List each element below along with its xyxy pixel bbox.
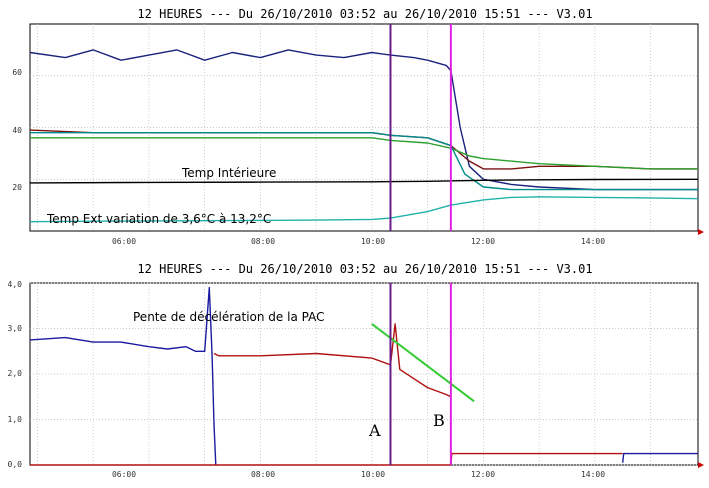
top-annotation-temp-ext: Temp Ext variation de 3,6°C à 13,2°C bbox=[46, 212, 271, 226]
bottom-series-line-3 bbox=[622, 452, 698, 463]
top-x-tick-label: 12:00 bbox=[471, 237, 495, 246]
bottom-x-tick-label: 14:00 bbox=[581, 470, 605, 479]
bottom-series-line-0 bbox=[29, 286, 217, 466]
bottom-y-tick-label: 1,0 bbox=[8, 415, 23, 424]
bottom-annotation-a: A bbox=[368, 421, 381, 440]
bottom-trend-group bbox=[371, 323, 475, 403]
bottom-x-tick-label: 08:00 bbox=[251, 470, 275, 479]
top-x-tick-label: 10:00 bbox=[361, 237, 385, 246]
bottom-axis-arrow-icon bbox=[698, 462, 704, 468]
bottom-x-ticks: 06:00 08:00 10:00 12:00 14:00 bbox=[112, 470, 605, 479]
bottom-x-tick-label: 12:00 bbox=[471, 470, 495, 479]
top-annotation-temp-interieure: Temp Intérieure bbox=[181, 166, 276, 180]
top-x-tick-label: 06:00 bbox=[112, 237, 136, 246]
top-series-line-2 bbox=[30, 137, 698, 170]
top-axis-arrow-icon bbox=[698, 229, 704, 235]
top-y-tick-label: 20 bbox=[12, 183, 22, 192]
bottom-series-line-2 bbox=[30, 452, 623, 466]
top-y-tick-label: 40 bbox=[12, 126, 22, 135]
bottom-series-line-1 bbox=[213, 323, 452, 398]
bottom-x-tick-label: 06:00 bbox=[112, 470, 136, 479]
top-series-group bbox=[29, 49, 699, 223]
top-x-tick-label: 08:00 bbox=[251, 237, 275, 246]
top-y-tick-label: 60 bbox=[12, 68, 22, 77]
bottom-trend-line bbox=[371, 323, 475, 403]
bottom-annotation-pente: Pente de décélération de la PAC bbox=[133, 310, 324, 324]
top-series-line-5 bbox=[29, 196, 699, 223]
bottom-x-tick-label: 10:00 bbox=[361, 470, 385, 479]
bottom-series-group bbox=[29, 286, 698, 466]
top-grid bbox=[30, 24, 698, 231]
top-markers bbox=[389, 24, 452, 231]
top-x-ticks: 06:00 08:00 10:00 12:00 14:00 bbox=[112, 237, 605, 246]
top-series-line-0 bbox=[29, 49, 698, 191]
bottom-markers bbox=[389, 283, 452, 465]
bottom-y-tick-label: 2,0 bbox=[8, 369, 23, 378]
bottom-annotation-b: B bbox=[433, 411, 445, 430]
bottom-y-tick-label: 0,0 bbox=[8, 460, 23, 469]
top-series-line-4 bbox=[29, 178, 699, 184]
top-y-ticks: 60 40 20 bbox=[12, 68, 22, 192]
top-x-tick-label: 14:00 bbox=[581, 237, 605, 246]
bottom-chart-title: 12 HEURES --- Du 26/10/2010 03:52 au 26/… bbox=[137, 262, 592, 276]
bottom-y-tick-label: 4,0 bbox=[8, 280, 23, 289]
top-chart-title: 12 HEURES --- Du 26/10/2010 03:52 au 26/… bbox=[137, 7, 592, 21]
bottom-y-ticks: 4,0 3,0 2,0 1,0 0,0 bbox=[8, 280, 23, 469]
top-series-line-3 bbox=[30, 131, 698, 191]
bottom-y-tick-label: 3,0 bbox=[8, 324, 23, 333]
